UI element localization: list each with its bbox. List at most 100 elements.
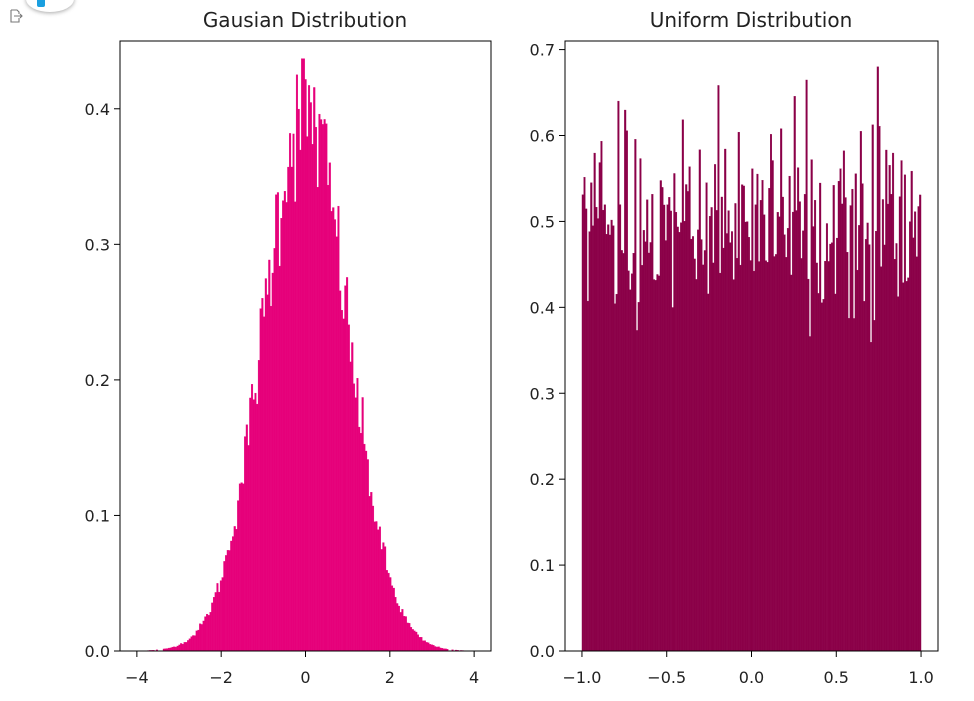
gaussian-bar <box>295 74 298 652</box>
gaussian-bar <box>276 192 279 652</box>
gaussian-bar <box>429 644 432 652</box>
uniform-bar <box>842 150 845 652</box>
uniform-bar <box>724 148 727 652</box>
gaussian-bar <box>366 459 369 652</box>
uniform-bar <box>712 262 715 652</box>
gaussian-bar <box>212 597 216 652</box>
gaussian-bar <box>188 638 191 652</box>
gaussian-bar <box>342 318 345 652</box>
uniform-bar <box>615 293 618 652</box>
gaussian-bar <box>218 591 221 652</box>
uniform-bar <box>786 228 789 652</box>
gaussian-bar <box>427 642 430 652</box>
gaussian-bar <box>403 616 406 652</box>
uniform-bar <box>588 231 591 652</box>
uniform-bar <box>663 204 666 652</box>
uniform-bar <box>591 225 594 652</box>
uniform-bar <box>795 210 798 652</box>
gaussian-bar <box>404 616 407 652</box>
gaussian-bar <box>270 305 273 652</box>
uniform-bar <box>761 180 764 652</box>
uniform-bar <box>814 200 817 652</box>
uniform-bar <box>680 222 683 652</box>
uniform-bar <box>690 238 693 652</box>
uniform-bar <box>856 269 859 652</box>
gaussian-bar <box>377 529 380 652</box>
gaussian-bar <box>359 432 362 652</box>
gaussian-bar <box>392 587 395 652</box>
gaussian-bar <box>273 248 276 652</box>
uniform-bar <box>688 166 691 652</box>
uniform-bar <box>824 260 827 652</box>
uniform-bar <box>597 218 600 652</box>
gaussian-bar <box>389 577 392 652</box>
uniform-bar <box>744 221 747 652</box>
gaussian-bar <box>195 630 198 652</box>
uniform-bar <box>725 233 728 652</box>
uniform-bar <box>664 240 667 652</box>
gaussian-bar <box>247 445 250 652</box>
uniform-bar <box>702 264 705 652</box>
gaussian-bar <box>363 443 366 652</box>
gaussian-bar <box>323 119 326 652</box>
gaussian-y-tick-label: 0.2 <box>85 371 110 390</box>
uniform-bar <box>802 230 805 652</box>
gaussian-bar <box>202 620 205 652</box>
gaussian-bar <box>174 646 177 652</box>
gaussian-bar <box>249 397 252 652</box>
gaussian-bar <box>358 426 361 652</box>
uniform-bar <box>912 237 915 652</box>
uniform-x-tick-label: −0.5 <box>647 668 686 687</box>
uniform-bar <box>776 212 779 652</box>
gaussian-bar <box>316 187 319 652</box>
uniform-bar <box>715 210 718 652</box>
uniform-bar <box>605 234 608 652</box>
uniform-bar <box>683 221 686 652</box>
gaussian-bar <box>321 124 324 652</box>
uniform-bar <box>747 237 750 652</box>
uniform-bar <box>914 211 917 652</box>
gaussian-bar <box>396 603 399 652</box>
gaussian-bar <box>287 166 290 652</box>
gaussian-bar <box>185 642 188 652</box>
uniform-bar <box>836 237 839 652</box>
gaussian-bar <box>228 550 231 652</box>
gaussian-bar <box>233 526 236 652</box>
gaussian-bar <box>335 236 338 652</box>
uniform-bar <box>634 139 637 652</box>
uniform-bar <box>598 162 601 652</box>
gaussian-bar <box>435 646 438 652</box>
gaussian-bar <box>199 623 202 652</box>
uniform-bar <box>864 239 867 652</box>
gaussian-bar <box>375 521 378 652</box>
uniform-bar <box>656 274 659 652</box>
gaussian-bar <box>332 207 335 652</box>
gaussian-bar <box>240 482 243 652</box>
uniform-bar <box>822 299 825 652</box>
gaussian-bar <box>430 644 433 652</box>
gaussian-bar <box>394 597 397 652</box>
gaussian-bar <box>408 623 411 652</box>
uniform-bar <box>737 131 740 652</box>
uniform-bar <box>681 119 684 652</box>
uniform-bar <box>800 258 803 652</box>
uniform-x-tick-label: 0.5 <box>824 668 849 687</box>
gaussian-bar <box>206 613 209 652</box>
gaussian-bar <box>434 646 437 652</box>
gaussian-bar <box>391 585 394 652</box>
uniform-bar <box>612 225 615 652</box>
gaussian-bar <box>351 342 354 652</box>
uniform-y-ticks: 0.0 0.1 0.2 0.3 0.4 0.5 0.6 0.7 <box>530 41 565 661</box>
gaussian-bar <box>380 549 383 652</box>
uniform-bar <box>673 173 676 652</box>
gaussian-bar <box>264 278 267 652</box>
gaussian-bar <box>333 219 337 652</box>
uniform-bar <box>846 252 849 652</box>
gaussian-bar <box>361 397 364 652</box>
gaussian-bar <box>221 577 224 652</box>
gaussian-bar <box>416 634 419 652</box>
output-arrow-icon <box>10 9 23 23</box>
gaussian-bar <box>320 119 323 652</box>
uniform-bar <box>654 280 657 652</box>
